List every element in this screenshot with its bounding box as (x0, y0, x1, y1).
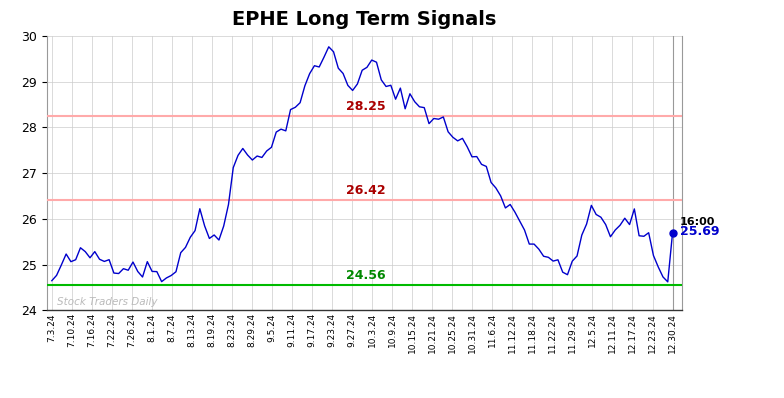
Text: Stock Traders Daily: Stock Traders Daily (56, 297, 157, 307)
Text: 28.25: 28.25 (346, 100, 386, 113)
Text: 16:00: 16:00 (680, 217, 715, 227)
Text: 24.56: 24.56 (346, 269, 386, 282)
Title: EPHE Long Term Signals: EPHE Long Term Signals (232, 10, 497, 29)
Text: 25.69: 25.69 (680, 225, 719, 238)
Text: 26.42: 26.42 (346, 184, 386, 197)
